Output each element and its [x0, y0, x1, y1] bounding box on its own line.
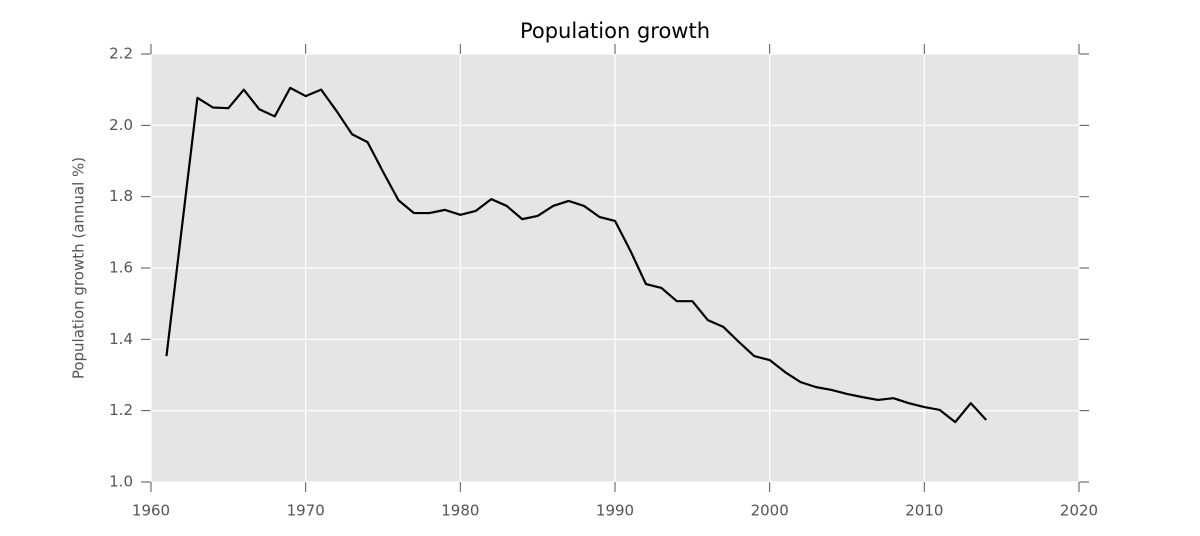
y-tick-label: 1.2	[109, 401, 133, 419]
x-tick-label: 2010	[905, 502, 943, 520]
y-tick-label: 1.0	[109, 473, 133, 491]
data-line	[165, 86, 988, 424]
x-tick-label: 1960	[132, 502, 170, 520]
y-tick-label: 1.6	[109, 259, 133, 277]
x-tick-label: 2020	[1060, 502, 1098, 520]
y-tick-label: 1.8	[109, 187, 133, 205]
y-tick-label: 2.0	[109, 116, 133, 134]
y-tick-label: 1.4	[109, 330, 133, 348]
y-axis-label: Population growth (annual %)	[70, 157, 88, 379]
x-tick-label: 2000	[751, 502, 789, 520]
y-tick-label: 2.2	[109, 45, 133, 63]
x-tick-label: 1970	[287, 502, 325, 520]
x-tick-label: 1990	[596, 502, 634, 520]
chart-title: Population growth	[520, 19, 710, 43]
x-tick-label: 1980	[441, 502, 479, 520]
